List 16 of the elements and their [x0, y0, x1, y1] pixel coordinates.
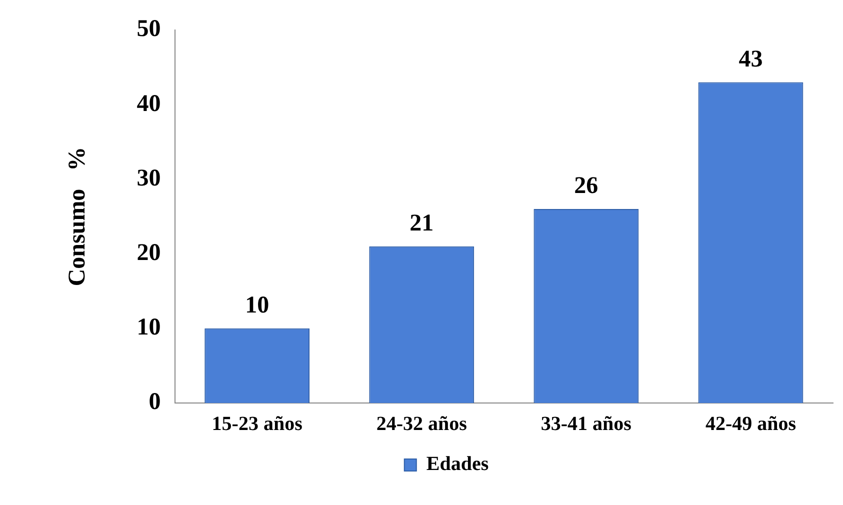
y-tick-label: 0 — [148, 389, 161, 416]
y-tick-label: 50 — [136, 16, 161, 42]
y-tick-label: 30 — [136, 165, 161, 192]
data-label: 21 — [410, 210, 434, 237]
data-label: 26 — [574, 173, 598, 200]
y-tick-label: 20 — [136, 240, 161, 266]
y-axis-title: Consumo % — [64, 146, 91, 286]
x-tick-label: 15-23 años — [212, 413, 303, 436]
x-tick-label: 24-32 años — [376, 413, 468, 436]
y-tick-label: 40 — [136, 90, 161, 117]
x-tick-label: 33-41 años — [540, 413, 632, 436]
legend-label: Edades — [426, 453, 489, 476]
y-tick-label: 10 — [136, 314, 161, 341]
data-label: 43 — [738, 46, 763, 72]
data-label: 10 — [245, 292, 270, 319]
x-tick-label: 42-49 años — [705, 413, 796, 436]
